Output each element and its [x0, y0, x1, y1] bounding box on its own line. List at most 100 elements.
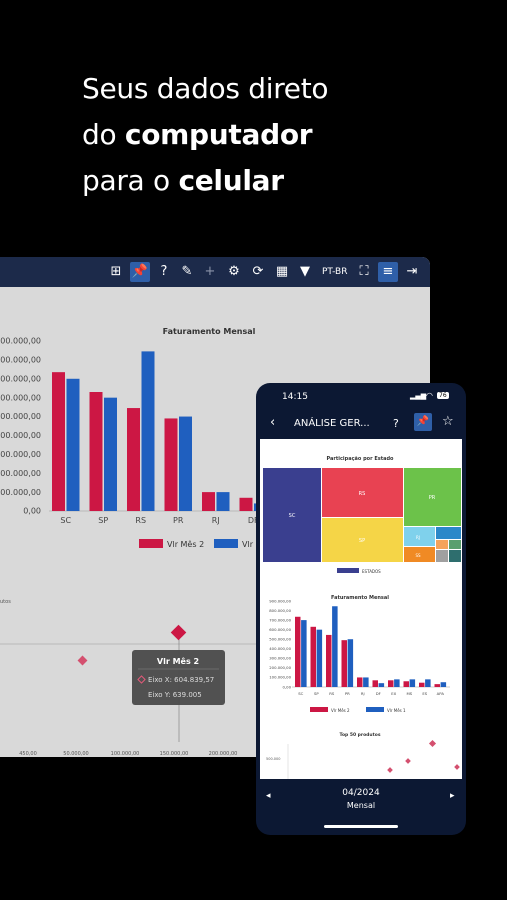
logout-icon[interactable]: ⇥ — [406, 264, 418, 279]
top-chart-point[interactable] — [387, 767, 393, 773]
bar-df-series-2[interactable] — [378, 683, 385, 687]
prev-period-icon[interactable]: ◂ — [266, 791, 271, 801]
x-tick-label: EX — [391, 691, 396, 696]
x-tick-label: RS — [329, 691, 335, 696]
fullscreen-icon[interactable]: ⛶ — [359, 264, 369, 279]
period-value[interactable]: 04/2024 — [342, 788, 380, 798]
bar-pr-series-2[interactable] — [347, 639, 354, 687]
x-tick-label: PR — [173, 516, 184, 525]
language-selector[interactable]: PT-BR — [322, 267, 348, 277]
bar-sc-series-2[interactable] — [66, 378, 80, 511]
help-icon[interactable]: ? — [160, 264, 168, 279]
treemap-tile-rj[interactable] — [404, 527, 435, 546]
x-tick-label: SC — [298, 691, 303, 696]
treemap-tile-sp[interactable] — [322, 518, 403, 562]
legend-label-series-2[interactable]: Vlr M — [242, 540, 263, 549]
bar-es-series-1[interactable] — [419, 682, 425, 687]
bar-rj-series-1[interactable] — [202, 492, 215, 511]
bar-df-series-1[interactable] — [372, 680, 379, 687]
bar-rj-series-2[interactable] — [363, 677, 369, 687]
pin-icon[interactable]: 📌 — [414, 413, 432, 431]
treemap-tile-small[interactable] — [436, 550, 448, 562]
menu-icon[interactable]: ≡ — [378, 262, 398, 282]
headline-bold-celular: celular — [178, 164, 284, 197]
treemap-tile-small[interactable] — [449, 550, 461, 562]
scatter-point-highlight[interactable] — [170, 624, 187, 641]
bar-sp-series-2[interactable] — [316, 629, 323, 687]
signal-icon: ▂▄▆ — [410, 392, 427, 400]
bar-apa-series-2[interactable] — [440, 682, 447, 687]
bar-rj-series-2[interactable] — [216, 492, 230, 511]
bar-rs-series-2[interactable] — [332, 606, 338, 687]
bar-ex-series-2[interactable] — [394, 679, 400, 687]
y-tick-label: 400.000,00 — [269, 646, 291, 651]
treemap-tile-small[interactable] — [449, 540, 461, 549]
x-tick-label: RJ — [361, 691, 365, 696]
bar-pr-series-1[interactable] — [341, 640, 348, 687]
treemap-tile-pr[interactable] — [404, 468, 461, 526]
bar-ex-series-1[interactable] — [388, 680, 394, 687]
refresh-icon[interactable]: ⟳ — [252, 264, 264, 279]
top-chart-point[interactable] — [405, 758, 411, 764]
top-chart-point[interactable] — [454, 764, 460, 770]
headline-line-2: do computador — [82, 118, 313, 151]
bar-pr-series-2[interactable] — [179, 416, 192, 511]
bar-sp-series-1[interactable] — [310, 626, 317, 687]
headline-line-1: Seus dados direto — [82, 72, 329, 105]
treemap-tile-sc[interactable] — [263, 468, 321, 562]
bar-sc-series-1[interactable] — [295, 616, 301, 687]
bar-sc-series-2[interactable] — [301, 620, 307, 687]
filter-icon[interactable]: ▼ — [300, 264, 310, 279]
bar-sp-series-1[interactable] — [89, 392, 103, 511]
status-time: 14:15 — [282, 392, 308, 402]
edit-icon[interactable]: ✎ — [181, 264, 193, 279]
bar-es-series-2[interactable] — [425, 679, 431, 687]
legend-swatch-series-1 — [139, 539, 163, 548]
treemap-title: Participação por Estado — [326, 456, 394, 462]
next-period-icon[interactable]: ▸ — [450, 791, 455, 801]
period-mode[interactable]: Mensal — [346, 801, 376, 810]
scatter-tooltip: Vlr Mês 2 Eixo X: 604.839,57 Eixo Y: 639… — [132, 650, 225, 705]
battery-icon: 76 — [437, 392, 449, 399]
desktop-toolbar: ⊞ 📌 ? ✎ + ⚙ ⟳ ▦ ▼ PT-BR ⛶ ≡ ⇥ — [0, 257, 430, 287]
phone-legend-label-2[interactable]: Vlr Mês 1 — [387, 708, 406, 713]
bar-rs-series-2[interactable] — [141, 351, 155, 511]
bar-apa-series-1[interactable] — [434, 684, 441, 687]
bar-rs-series-1[interactable] — [326, 634, 332, 687]
bar-ms-series-1[interactable] — [403, 681, 410, 687]
tooltip-y-value: Eixo Y: 639.005 — [148, 691, 202, 699]
bar-rs-series-1[interactable] — [127, 408, 140, 511]
calendar-icon[interactable]: ▦ — [275, 264, 289, 279]
back-icon[interactable]: ‹ — [270, 415, 276, 430]
phone-legend-label-1[interactable]: Vlr Mês 2 — [331, 708, 350, 713]
treemap-tile-small[interactable] — [436, 540, 448, 549]
bar-ms-series-2[interactable] — [409, 679, 416, 687]
x-tick-label: PR — [345, 691, 350, 696]
page-title: ANÁLISE GER... — [294, 418, 370, 429]
treemap-tile-ss[interactable] — [404, 547, 435, 562]
add-icon[interactable]: + — [204, 264, 216, 279]
x-tick-label: RS — [135, 516, 146, 525]
y-tick-label: 700.000,00 — [269, 617, 291, 622]
star-icon[interactable]: ☆ — [442, 414, 454, 429]
bar-sp-series-2[interactable] — [104, 397, 117, 511]
bar-rj-series-1[interactable] — [357, 677, 363, 687]
scatter-point[interactable] — [77, 655, 88, 666]
treemap-label-rj: RJ — [416, 535, 420, 540]
treemap-tile-rs[interactable] — [322, 468, 403, 517]
y-tick-label: 400.000,00 — [0, 431, 41, 440]
legend-label-series-1[interactable]: Vlr Mês 2 — [167, 539, 204, 549]
settings-icon[interactable]: ⚙ — [228, 264, 240, 279]
top-chart-point[interactable] — [428, 739, 437, 748]
pin-icon[interactable]: 📌 — [130, 262, 150, 282]
phone-status-bar: 14:15 ▂▄▆ ◠ 76 — [256, 383, 466, 409]
bar-sc-series-1[interactable] — [52, 372, 65, 511]
help-icon[interactable]: ? — [393, 417, 399, 430]
grid-icon[interactable]: ⊞ — [110, 264, 122, 279]
treemap-label-ss: SS — [415, 553, 421, 558]
legend-swatch-series-2 — [214, 539, 238, 548]
bar-df-series-1[interactable] — [239, 497, 253, 511]
bar-pr-series-1[interactable] — [164, 418, 178, 511]
treemap-tile-df[interactable] — [436, 527, 461, 539]
phone-legend-swatch-2 — [366, 707, 384, 712]
